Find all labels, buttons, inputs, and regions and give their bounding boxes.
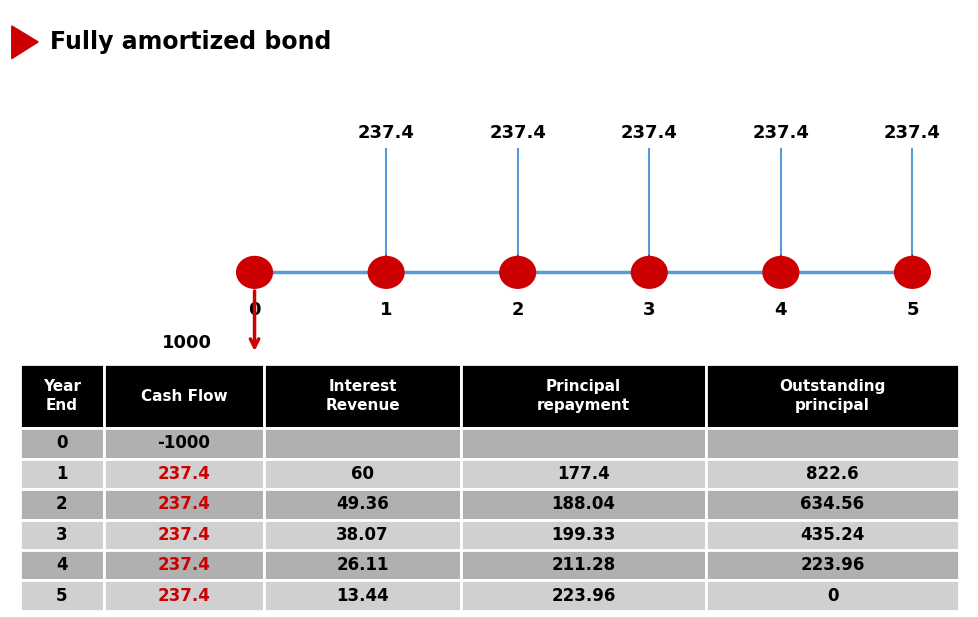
Text: 3: 3 (643, 301, 655, 319)
Bar (705, 489, 958, 520)
Text: 1000: 1000 (162, 334, 212, 352)
Text: 223.96: 223.96 (551, 587, 615, 605)
Text: Outstanding
principal: Outstanding principal (778, 379, 885, 413)
Text: 223.96: 223.96 (800, 556, 864, 574)
Text: 4: 4 (774, 301, 786, 319)
Text: -1000: -1000 (157, 434, 210, 452)
Text: 634.56: 634.56 (800, 495, 864, 513)
Text: 199.33: 199.33 (551, 526, 615, 544)
Bar (461, 520, 705, 550)
Text: 60: 60 (351, 465, 374, 483)
Text: 237.4: 237.4 (157, 495, 210, 513)
Text: 5: 5 (906, 301, 917, 319)
Bar (264, 489, 461, 520)
Bar (104, 364, 264, 428)
Bar (264, 428, 461, 458)
Text: 49.36: 49.36 (335, 495, 388, 513)
Ellipse shape (631, 257, 666, 288)
Text: 435.24: 435.24 (800, 526, 864, 544)
Text: Year
End: Year End (43, 379, 81, 413)
Text: 5: 5 (56, 587, 67, 605)
Text: 2: 2 (56, 495, 67, 513)
Text: 4: 4 (56, 556, 67, 574)
Bar (461, 581, 705, 611)
Text: Principal
repayment: Principal repayment (536, 379, 630, 413)
Polygon shape (12, 26, 38, 59)
Bar (705, 364, 958, 428)
Text: 0: 0 (248, 301, 260, 319)
Text: Interest
Revenue: Interest Revenue (325, 379, 400, 413)
Text: 237.4: 237.4 (489, 125, 546, 143)
Bar (461, 364, 705, 428)
Bar (20, 428, 104, 458)
Bar (20, 458, 104, 489)
Text: 0: 0 (56, 434, 67, 452)
Bar (461, 489, 705, 520)
Ellipse shape (500, 257, 535, 288)
Bar (461, 550, 705, 581)
Text: 1: 1 (379, 301, 392, 319)
Bar (705, 581, 958, 611)
Bar (20, 581, 104, 611)
Text: 177.4: 177.4 (556, 465, 609, 483)
Ellipse shape (894, 257, 929, 288)
Text: Fully amortized bond: Fully amortized bond (50, 30, 331, 54)
Text: 0: 0 (826, 587, 837, 605)
Bar (705, 428, 958, 458)
Bar (104, 550, 264, 581)
Ellipse shape (237, 257, 272, 288)
Text: Cash Flow: Cash Flow (141, 389, 227, 404)
Text: 237.4: 237.4 (620, 125, 677, 143)
Bar (264, 581, 461, 611)
Bar (104, 458, 264, 489)
Bar (20, 550, 104, 581)
Bar (20, 364, 104, 428)
Bar (104, 581, 264, 611)
Text: 237.4: 237.4 (752, 125, 809, 143)
Bar (705, 458, 958, 489)
Bar (264, 458, 461, 489)
Text: 237.4: 237.4 (157, 465, 210, 483)
Bar (20, 520, 104, 550)
Bar (20, 489, 104, 520)
Text: 211.28: 211.28 (551, 556, 615, 574)
Text: 822.6: 822.6 (806, 465, 858, 483)
Text: 237.4: 237.4 (357, 125, 414, 143)
Text: 26.11: 26.11 (336, 556, 388, 574)
Bar (104, 520, 264, 550)
Text: 2: 2 (511, 301, 523, 319)
Text: 188.04: 188.04 (551, 495, 615, 513)
Text: 237.4: 237.4 (157, 587, 210, 605)
Text: 1: 1 (56, 465, 67, 483)
Text: 13.44: 13.44 (335, 587, 388, 605)
Bar (104, 489, 264, 520)
Text: 237.4: 237.4 (157, 556, 210, 574)
Text: 38.07: 38.07 (336, 526, 388, 544)
Ellipse shape (762, 257, 798, 288)
Text: 237.4: 237.4 (883, 125, 940, 143)
Bar (461, 458, 705, 489)
Bar (705, 520, 958, 550)
Text: 3: 3 (56, 526, 67, 544)
Text: 237.4: 237.4 (157, 526, 210, 544)
Bar (104, 428, 264, 458)
Bar (264, 364, 461, 428)
Bar (705, 550, 958, 581)
Bar (461, 428, 705, 458)
Ellipse shape (368, 257, 404, 288)
Bar (264, 520, 461, 550)
Bar (264, 550, 461, 581)
